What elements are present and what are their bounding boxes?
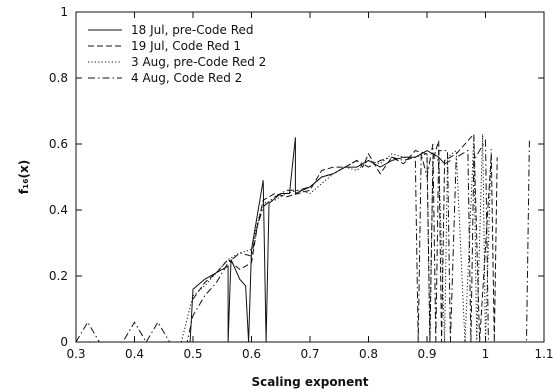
y-tick-label: 0.8 [49,71,68,85]
series-line-1 [189,137,451,343]
series-line-2 [192,132,498,343]
y-axis-title: f₁₆(x) [17,160,31,194]
x-axis-title: Scaling exponent [251,375,368,389]
x-tick-label: 0.4 [125,347,144,361]
legend: 18 Jul, pre-Code Red 19 Jul, Code Red 1 3 … [88,23,266,85]
y-tick-label: 0.6 [49,137,68,151]
y-tick-label: 0 [60,335,68,349]
legend-label-1: 18 Jul, pre-Code Red [131,23,254,37]
tick-group: 0.3 0.4 0.5 0.6 0.7 0.8 0.9 1 1.1 0 0.2 0.4 0.6 0.8 1 [49,5,553,361]
legend-label-4: 4 Aug, Code Red 2 [131,71,242,85]
y-tick-label: 0.4 [49,203,68,217]
series-line-3 [180,134,492,343]
x-tick-label: 0.6 [242,347,261,361]
y-tick-label: 0.2 [49,269,68,283]
x-tick-label: 0.5 [183,347,202,361]
x-tick-label: 0.9 [417,347,436,361]
x-tick-label: 0.8 [359,347,378,361]
series-group [75,132,530,343]
series-line-4 [75,138,530,343]
x-tick-label: 1 [482,347,490,361]
x-tick-label: 0.3 [66,347,85,361]
y-tick-label: 1 [60,5,68,19]
legend-label-3: 3 Aug, pre-Code Red 2 [131,55,266,69]
x-tick-label: 1.1 [534,347,553,361]
x-tick-label: 0.7 [300,347,319,361]
legend-label-2: 19 Jul, Code Red 1 [131,39,241,53]
